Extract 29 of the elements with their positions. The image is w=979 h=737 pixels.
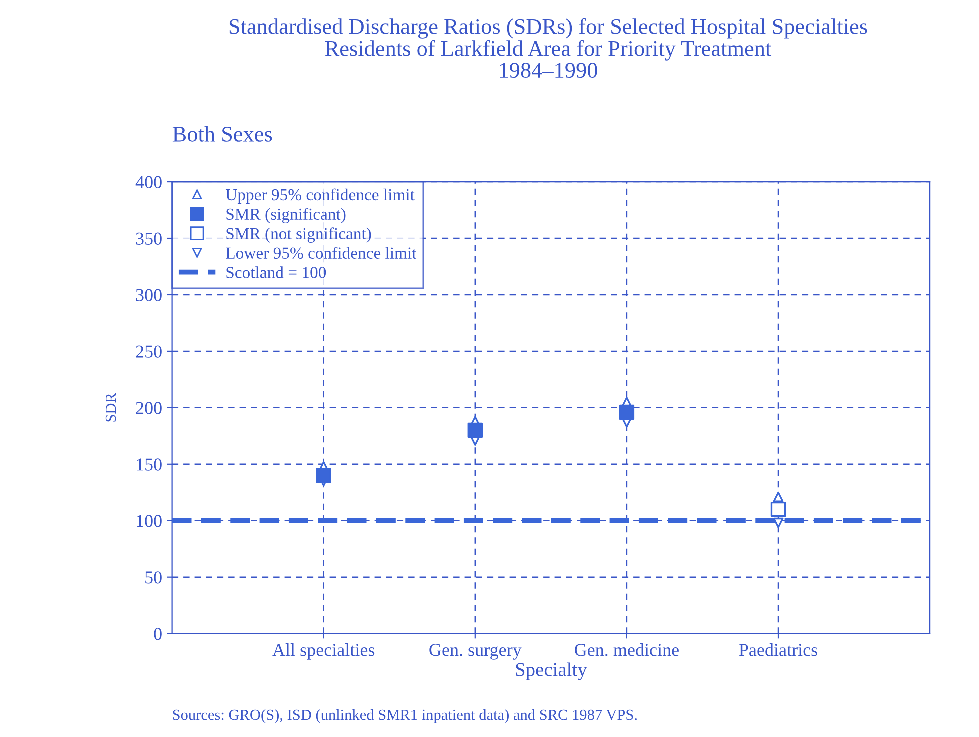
point: [316, 468, 332, 484]
y-tick-label: 50: [146, 572, 162, 584]
legend-label: Upper 95% confidence limit: [226, 188, 415, 204]
x-tick-label: Paediatrics: [739, 644, 818, 656]
y-tick-label: 400: [136, 176, 162, 188]
point: [619, 404, 635, 420]
point: [770, 502, 786, 518]
x-axis-title: Specialty: [516, 662, 588, 680]
point: [773, 492, 784, 502]
y-tick-label: 0: [154, 628, 162, 640]
y-axis-title: SDR: [106, 393, 116, 422]
chart-subtitle: Both Sexes: [172, 126, 272, 142]
legend-label: SMR (not significant): [226, 228, 372, 243]
x-tick-label: Gen. medicine: [575, 644, 679, 656]
legend-label: Lower 95% confidence limit: [226, 247, 417, 260]
y-tick-label: 350: [136, 232, 162, 245]
point: [773, 518, 784, 528]
x-tick-label: All specialties: [272, 644, 375, 660]
legend-label: Scotland = 100: [226, 266, 326, 278]
y-tick-label: 250: [136, 346, 162, 358]
point: [468, 422, 484, 438]
legend-label: SMR (significant): [226, 208, 346, 224]
source-note: Sources: GRO(S), ISD (unlinked SMR1 inpatient data) and SRC 1987 VPS.: [173, 709, 637, 724]
y-tick-label: 150: [137, 458, 162, 471]
x-tick-label: Gen. surgery: [430, 644, 522, 660]
chart-title: Standardised Discharge Ratios (SDRs) for Selected Hospital Specialties Residents of Larkfield Area for Priority Treatment 1984–1990: [230, 18, 868, 78]
y-tick-label: 300: [136, 289, 162, 302]
y-tick-label: 200: [136, 402, 162, 414]
y-tick-label: 100: [137, 515, 162, 528]
